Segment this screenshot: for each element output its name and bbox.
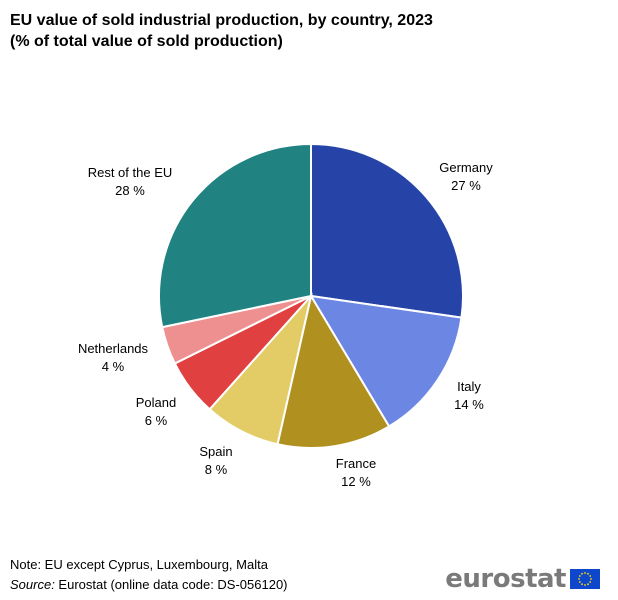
slice-value-label: 14 % [454, 397, 484, 412]
pie-chart: Germany 27 % Italy 14 % France 12 % Spain 8 % Po… [78, 142, 493, 489]
flag-star [589, 581, 592, 583]
footer-notes: Note: EU except Cyprus, Luxembourg, Malt… [10, 555, 288, 595]
flag-star [587, 572, 589, 575]
flag-star [578, 578, 580, 580]
pie-slice-germany [310, 142, 464, 319]
flag-star [590, 578, 592, 580]
slice-label: Netherlands [78, 341, 149, 356]
slice-value-label: 6 % [145, 413, 168, 428]
chart-title: EU value of sold industrial production, … [10, 10, 433, 52]
slice-label: Spain [199, 444, 232, 459]
pie-slice-france [276, 293, 391, 449]
slice-value-label: 4 % [102, 359, 125, 374]
pie-slice-rest-of-the-eu [158, 142, 312, 329]
pie-slice-italy [309, 294, 463, 428]
eurostat-wordmark: eurostat [445, 564, 566, 594]
source-line: Source: Eurostat (online data code: DS-0… [10, 575, 288, 595]
slice-value-label: 28 % [115, 183, 145, 198]
slice-label: France [336, 456, 376, 471]
slice-label: Poland [136, 395, 176, 410]
flag-star [584, 572, 586, 574]
slice-value-label: 8 % [205, 462, 228, 477]
source-text: Eurostat (online data code: DS-056120) [54, 577, 288, 592]
flag-star [581, 572, 583, 575]
slice-value-label: 12 % [341, 474, 371, 489]
title-line-1: EU value of sold industrial production, … [10, 12, 433, 29]
flag-star [578, 575, 581, 577]
slice-label: Italy [457, 379, 481, 394]
flag-star [589, 575, 592, 577]
flag-star [587, 583, 589, 586]
source-label: Source: [10, 577, 55, 592]
eurostat-logo: eurostat [445, 566, 600, 592]
flag-star [581, 583, 583, 586]
title-line-2: (% of total value of sold production) [10, 33, 283, 50]
slice-label: Germany [439, 160, 493, 175]
eu-flag-icon [570, 569, 600, 589]
flag-star [584, 584, 586, 586]
note-text: Note: EU except Cyprus, Luxembourg, Malt… [10, 557, 268, 572]
pie-labels: Germany 27 % Italy 14 % France 12 % Spain 8 % Po… [78, 160, 493, 489]
slice-value-label: 27 % [451, 178, 481, 193]
slice-label: Rest of the EU [88, 165, 173, 180]
flag-star [578, 581, 581, 583]
pie-slices [158, 142, 464, 449]
